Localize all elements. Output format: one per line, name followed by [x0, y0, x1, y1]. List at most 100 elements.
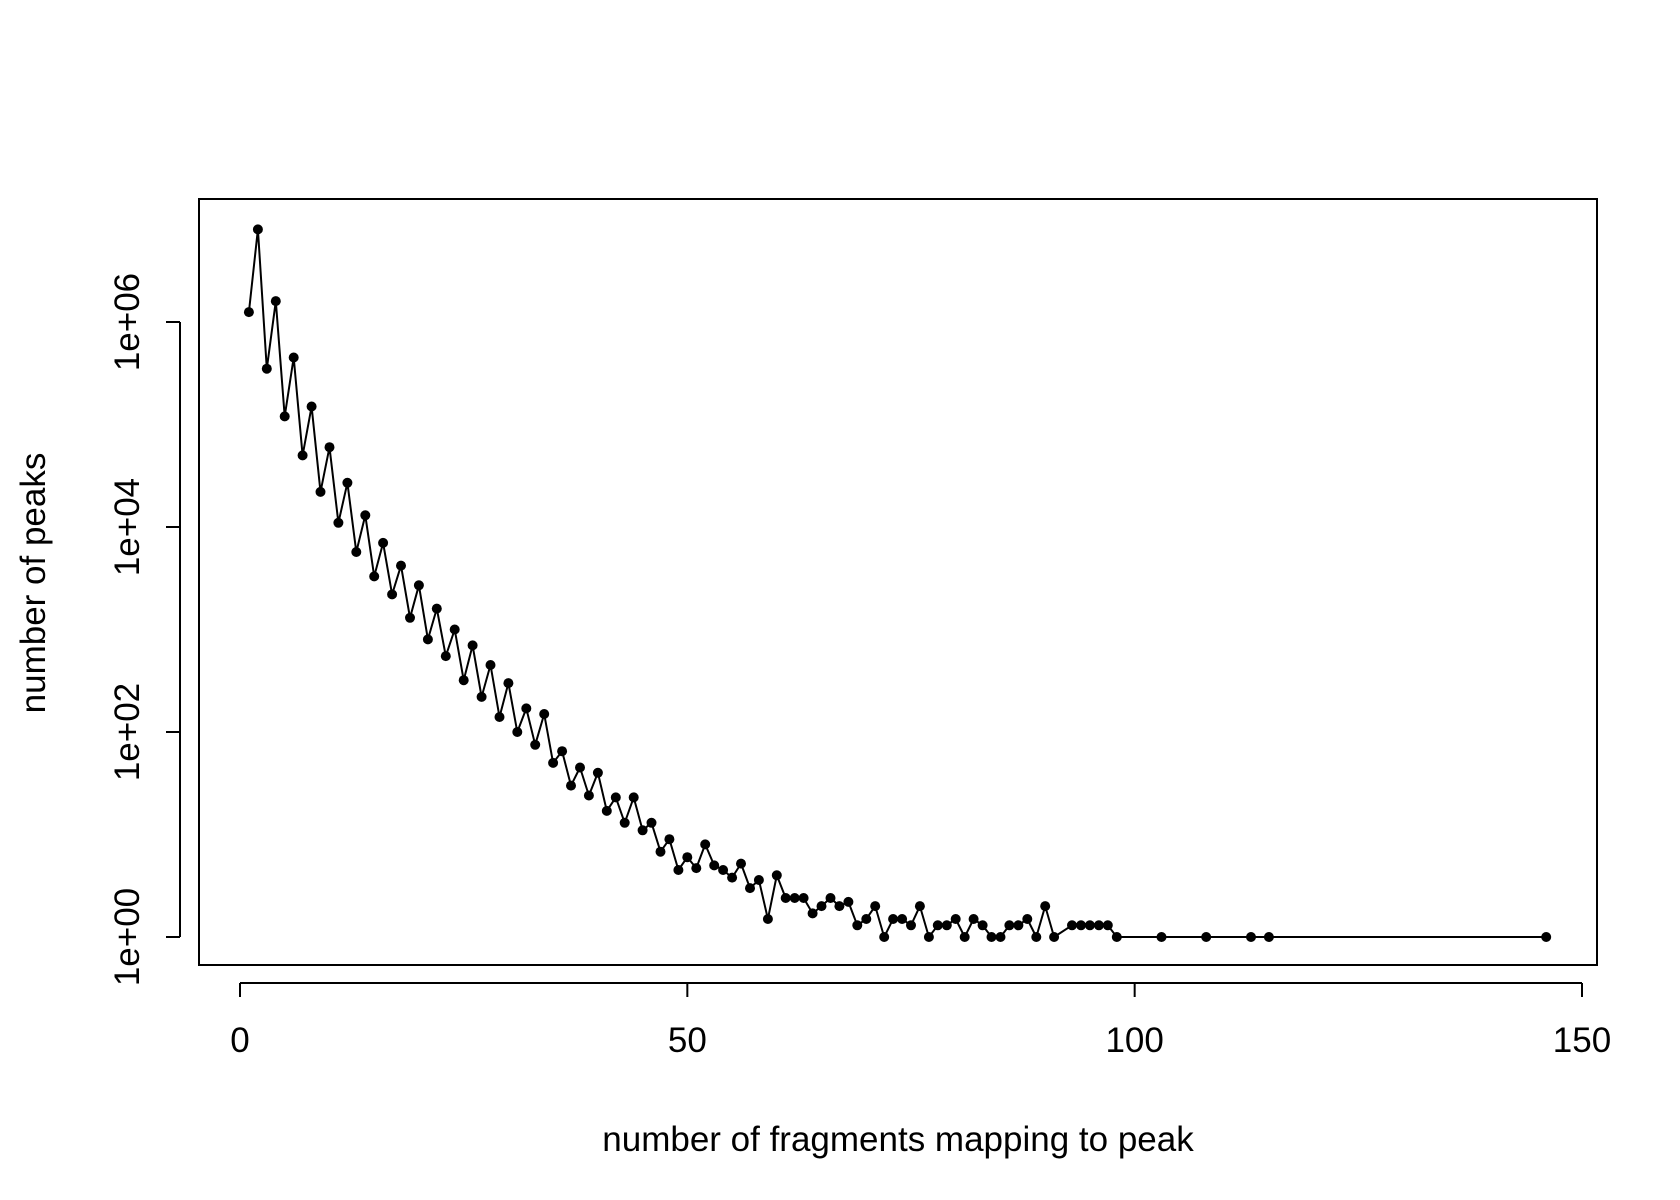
data-point: [396, 560, 406, 571]
data-point: [548, 757, 559, 768]
data-point: [789, 893, 800, 903]
data-point: [995, 932, 1006, 942]
data-point: [950, 914, 961, 924]
data-point: [566, 780, 576, 791]
data-point: [1076, 920, 1086, 931]
data-point: [673, 865, 684, 875]
data-point: [727, 872, 738, 883]
data-point: [762, 914, 773, 924]
data-point: [387, 589, 398, 600]
series-line-group: [247, 228, 1547, 938]
data-point: [637, 825, 648, 836]
data-point: [825, 893, 836, 903]
series-line: [247, 228, 1547, 938]
data-point: [306, 401, 317, 412]
data-point: [485, 660, 496, 670]
series-points-group: [243, 224, 1552, 942]
y-tick-label: 1e+00: [108, 888, 147, 986]
data-point: [422, 634, 433, 645]
data-point: [360, 510, 371, 521]
data-point: [1004, 920, 1015, 931]
data-point: [968, 914, 979, 924]
data-point: [700, 839, 711, 850]
data-point: [557, 746, 568, 757]
data-point: [243, 307, 254, 318]
data-point: [1031, 932, 1042, 942]
data-point: [252, 224, 263, 235]
data-point: [610, 792, 621, 803]
data-point: [861, 914, 872, 924]
data-point: [628, 792, 639, 803]
data-point: [1067, 920, 1077, 931]
data-point: [592, 767, 603, 778]
data-point: [906, 920, 916, 931]
data-point: [1102, 920, 1113, 931]
y-tick-label: 1e+06: [108, 273, 147, 371]
data-point: [279, 411, 290, 422]
data-point: [449, 624, 460, 635]
data-point: [378, 537, 389, 548]
data-point: [1201, 932, 1212, 942]
data-point: [959, 932, 970, 942]
data-point: [870, 901, 881, 912]
data-point: [1541, 932, 1552, 942]
data-point: [843, 896, 854, 907]
data-point: [816, 901, 827, 912]
data-point: [753, 875, 764, 885]
data-point: [324, 442, 335, 453]
data-point: [923, 932, 934, 942]
y-tick-label: 1e+02: [108, 683, 147, 781]
x-tick-label: 0: [230, 1021, 249, 1060]
x-tick-label: 50: [668, 1021, 707, 1060]
plot-frame: [198, 198, 1598, 966]
data-point: [458, 675, 469, 686]
data-point: [1156, 932, 1167, 942]
data-point: [476, 691, 487, 702]
data-point: [342, 477, 353, 488]
data-point: [494, 712, 505, 722]
data-point: [977, 920, 988, 931]
data-point: [503, 678, 514, 689]
data-point: [270, 296, 281, 307]
data-point: [583, 790, 594, 801]
data-point: [521, 703, 532, 714]
data-point: [1093, 920, 1104, 931]
data-point: [333, 517, 344, 528]
data-point: [512, 727, 523, 737]
data-point: [1084, 920, 1095, 931]
data-point: [879, 932, 890, 942]
data-point: [1049, 932, 1060, 942]
y-tick-label: 1e+04: [108, 478, 147, 576]
data-point: [655, 846, 666, 857]
data-point: [539, 709, 550, 719]
data-point: [852, 920, 863, 931]
data-point: [413, 580, 424, 591]
data-point: [914, 901, 925, 912]
x-axis: 0 50 100 150: [230, 982, 1611, 1060]
data-point: [664, 834, 675, 845]
data-point: [682, 852, 693, 863]
data-point: [932, 920, 943, 931]
data-point: [897, 914, 908, 924]
data-point: [431, 603, 442, 614]
data-point: [709, 860, 720, 871]
x-tick-label: 150: [1553, 1021, 1611, 1060]
data-point: [351, 547, 362, 557]
data-point: [261, 363, 272, 374]
data-point: [288, 352, 299, 363]
data-point: [736, 858, 746, 869]
data-point: [888, 914, 899, 924]
data-point: [771, 870, 782, 881]
data-point: [1111, 932, 1122, 942]
data-point: [297, 450, 308, 461]
y-axis-label: number of peaks: [14, 453, 53, 714]
data-point: [467, 640, 478, 651]
data-point: [798, 893, 809, 903]
data-point: [1263, 932, 1274, 942]
data-point: [440, 651, 451, 662]
data-point: [986, 932, 997, 942]
data-point: [834, 901, 845, 912]
x-tick-label: 100: [1105, 1021, 1163, 1060]
